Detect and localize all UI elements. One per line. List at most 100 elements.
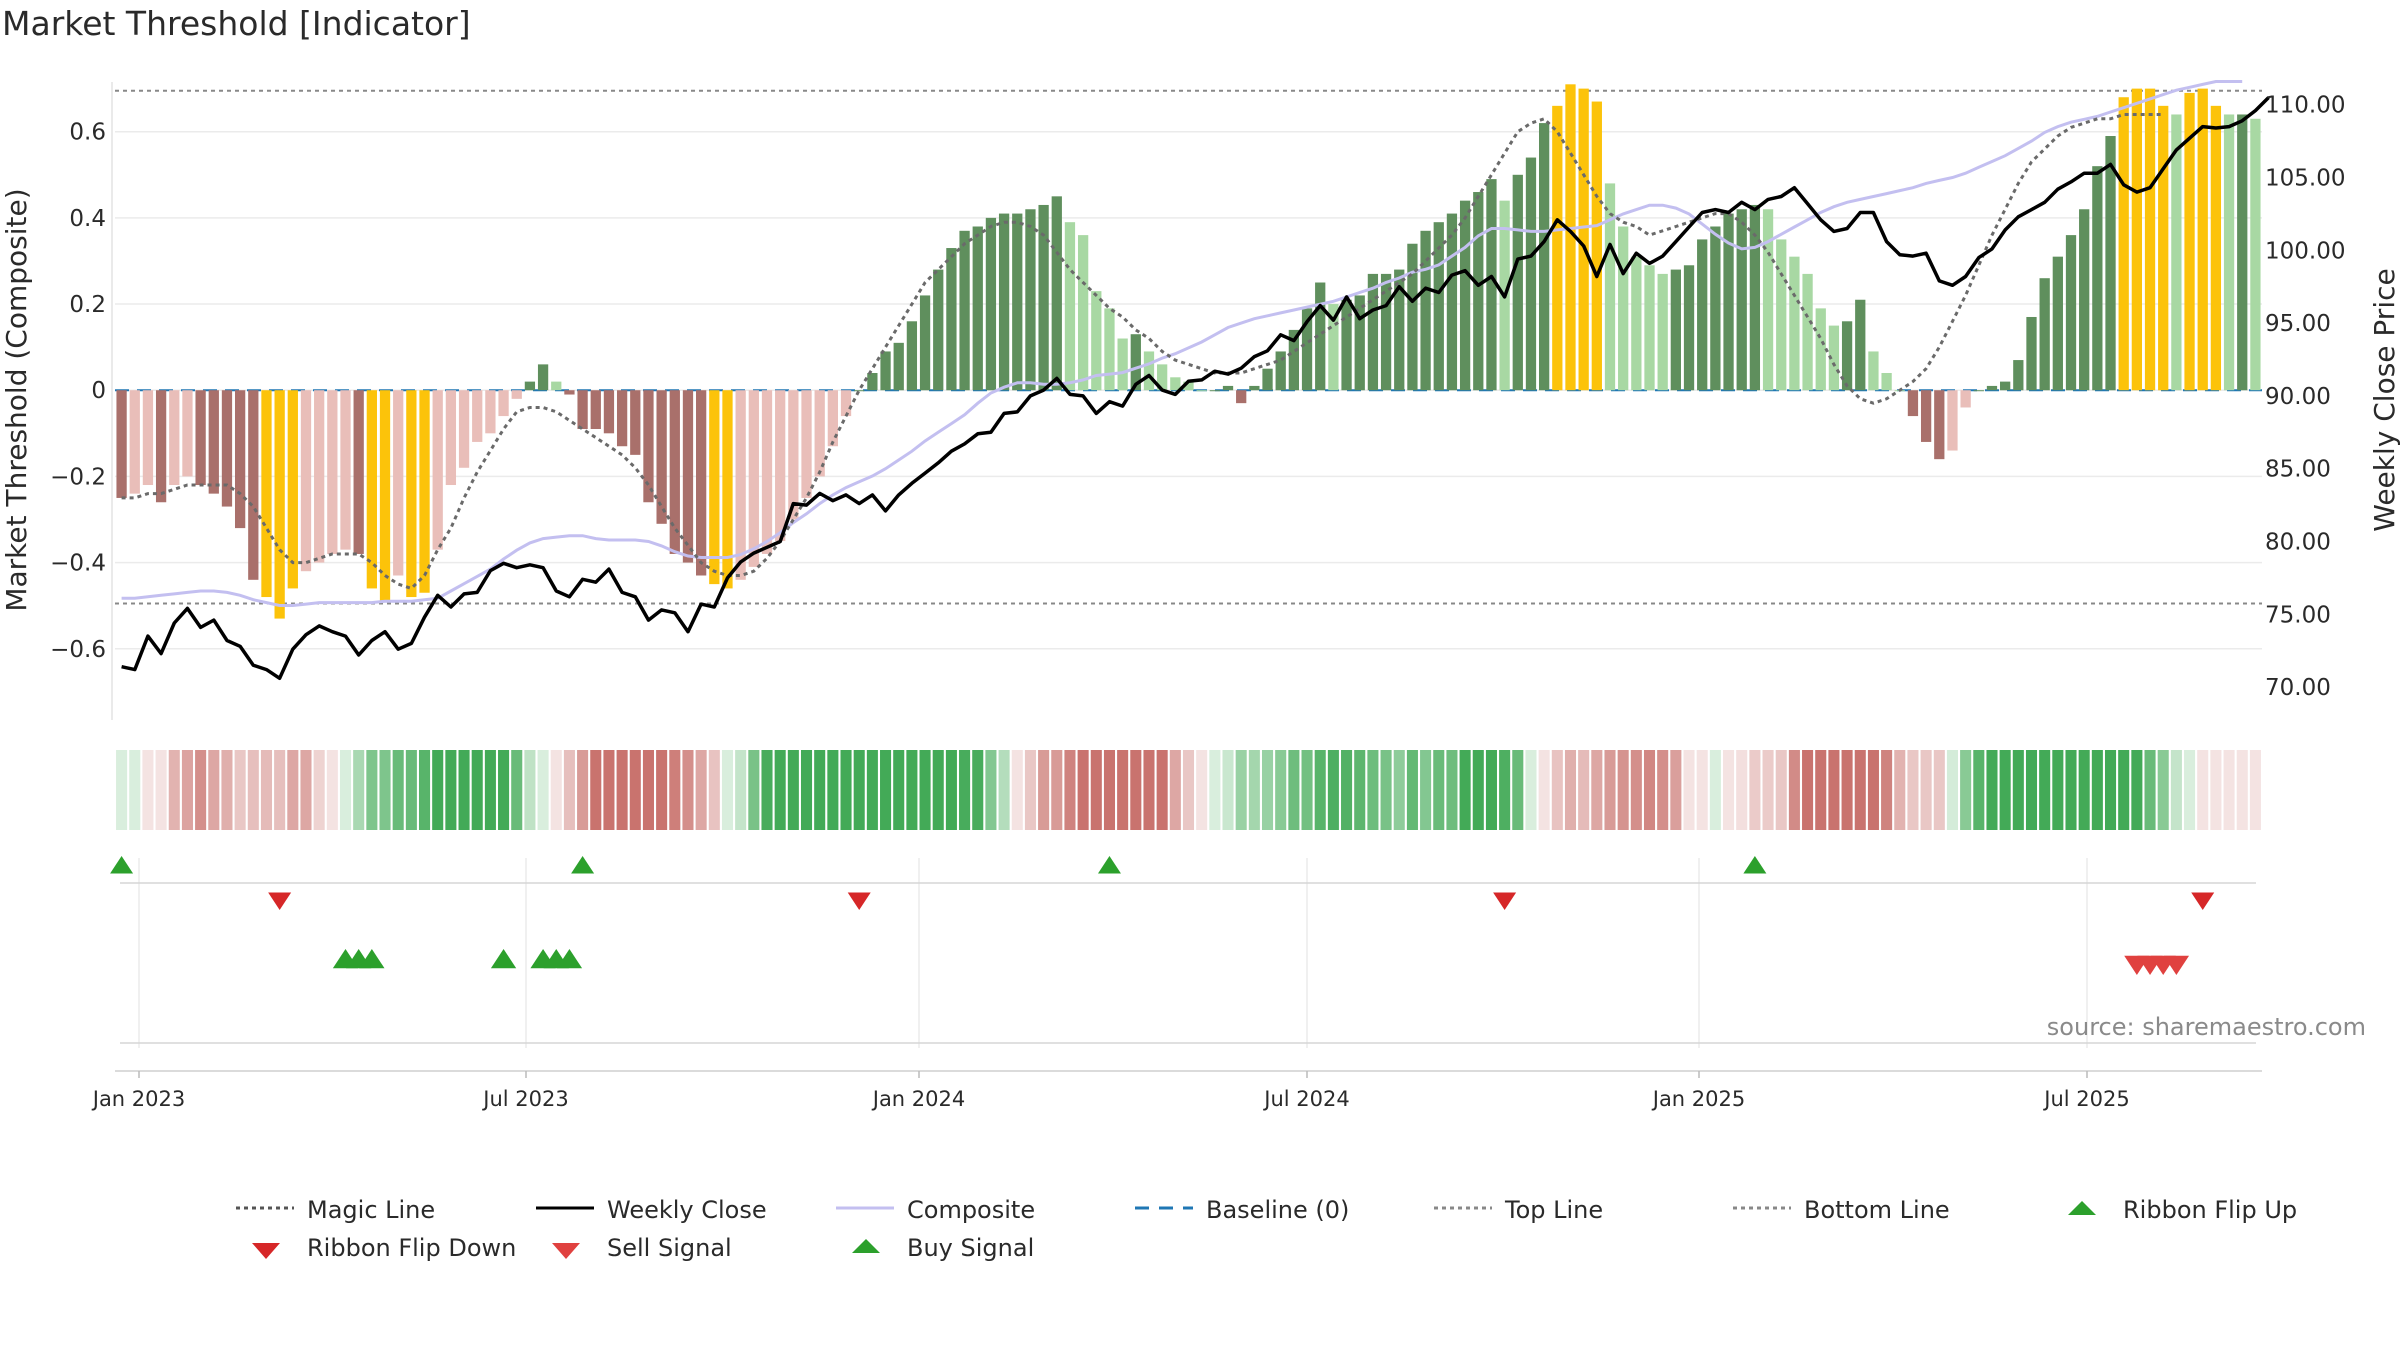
ribbon-cell	[1946, 750, 1958, 830]
legend-label: Weekly Close	[607, 1196, 767, 1224]
composite-bar	[1736, 209, 1747, 391]
right-tick-label: 100.00	[2265, 238, 2345, 264]
ribbon-cell	[919, 750, 931, 830]
composite-bar	[1091, 291, 1102, 391]
composite-bar	[2013, 360, 2024, 391]
ribbon-cell	[1420, 750, 1432, 830]
ribbon-cell	[1920, 750, 1932, 830]
ribbon-cell	[682, 750, 694, 830]
composite-bar	[1815, 308, 1826, 391]
composite-bar	[1012, 213, 1023, 391]
composite-bar	[946, 248, 957, 391]
ribbon-cell	[1024, 750, 1036, 830]
legend-item: Weekly Close	[536, 1196, 767, 1224]
composite-bar	[1789, 256, 1800, 391]
composite-bar	[564, 390, 575, 395]
ribbon-cell	[445, 750, 457, 830]
ribbon-cell	[458, 750, 470, 830]
composite-bar	[1209, 390, 1220, 392]
date-tick-label: Jan 2024	[871, 1087, 966, 1111]
ribbon-cell	[1828, 750, 1840, 830]
legend-item: Ribbon Flip Up	[2068, 1196, 2297, 1224]
composite-bar	[2092, 166, 2103, 391]
ribbon-cell	[2039, 750, 2051, 830]
composite-bar	[1710, 226, 1721, 391]
composite-bar	[577, 390, 588, 430]
ribbon-cell	[1248, 750, 1260, 830]
legend-item: Top Line	[1434, 1196, 1603, 1224]
composite-bar	[1433, 222, 1444, 391]
composite-bar	[616, 390, 628, 447]
right-tick-label: 75.00	[2265, 602, 2331, 628]
composite-bar	[406, 390, 417, 598]
composite-bar	[1986, 385, 1998, 391]
composite-bar	[775, 390, 786, 542]
composite-bar	[630, 390, 641, 455]
ribbon-cell	[932, 750, 944, 830]
composite-bar	[906, 321, 918, 391]
source-label: source: sharemaestro.com	[2047, 1013, 2366, 1041]
ribbon-cell	[1683, 750, 1695, 830]
composite-bar	[1236, 390, 1247, 404]
composite-bar	[590, 390, 601, 430]
composite-bar	[129, 390, 140, 494]
ribbon-cell	[313, 750, 325, 830]
composite-bar	[2250, 118, 2261, 391]
ribbon-cell	[300, 750, 312, 830]
ribbon-cell	[748, 750, 760, 830]
ribbon-cell	[2144, 750, 2156, 830]
magic-line	[121, 113, 2164, 591]
composite-bar	[1170, 377, 1181, 391]
legend-item: Magic Line	[236, 1196, 435, 1224]
ribbon-cell	[2065, 750, 2077, 830]
ribbon-cell	[1643, 750, 1656, 830]
right-tick-label: 110.00	[2265, 93, 2345, 119]
composite-bar	[1749, 204, 1761, 391]
ribbon-cell	[1354, 750, 1366, 830]
composite-bar	[656, 390, 667, 524]
composite-bar	[2237, 114, 2248, 391]
date-tick-label: Jul 2025	[2042, 1087, 2129, 1111]
ribbon-cell	[392, 750, 404, 830]
legend-item: Sell Signal	[552, 1234, 732, 1262]
ribbon-cell	[1117, 750, 1129, 830]
ribbon-cell	[1143, 750, 1155, 830]
ribbon-cell	[853, 750, 865, 830]
ribbon-cell	[2197, 750, 2209, 830]
composite-bar	[1262, 368, 1273, 391]
ribbon-cell	[1867, 750, 1879, 830]
composite-bar	[1328, 304, 1339, 391]
composite-bar	[1130, 334, 1141, 391]
ribbon-cell	[1815, 750, 1827, 830]
ribbon-cell	[959, 750, 971, 830]
composite-bar	[1802, 273, 1813, 391]
ribbon-cell	[1736, 750, 1748, 830]
composite-bar	[537, 364, 549, 391]
composite-bar	[2144, 88, 2156, 391]
composite-bar	[643, 390, 654, 503]
ribbon-flip-up-marker	[110, 856, 134, 874]
ribbon-cell	[1894, 750, 1906, 830]
composite-bar	[2039, 278, 2050, 391]
ribbon-cell	[1235, 750, 1247, 830]
composite-bar	[1051, 196, 1062, 391]
ribbon-cell	[1907, 750, 1919, 830]
ribbon-cell	[1275, 750, 1287, 830]
ribbon-cell	[800, 750, 813, 830]
legend: Magic Line Weekly Close Composite Baseline …	[236, 1196, 2297, 1262]
composite-bar	[1907, 390, 1919, 417]
ribbon-cell	[1130, 750, 1142, 830]
composite-bar	[1855, 299, 1866, 391]
ribbon-cell	[1762, 750, 1774, 830]
ribbon-cell	[761, 750, 773, 830]
ribbon-cell	[642, 750, 654, 830]
composite-bar	[1315, 282, 1326, 391]
composite-bar	[2223, 114, 2235, 391]
legend-label: Buy Signal	[907, 1234, 1034, 1262]
composite-bar	[2065, 235, 2077, 391]
composite-bar	[472, 390, 483, 442]
ribbon-cell	[339, 750, 352, 830]
composite-bar	[314, 390, 325, 563]
ribbon-cell	[498, 750, 510, 830]
